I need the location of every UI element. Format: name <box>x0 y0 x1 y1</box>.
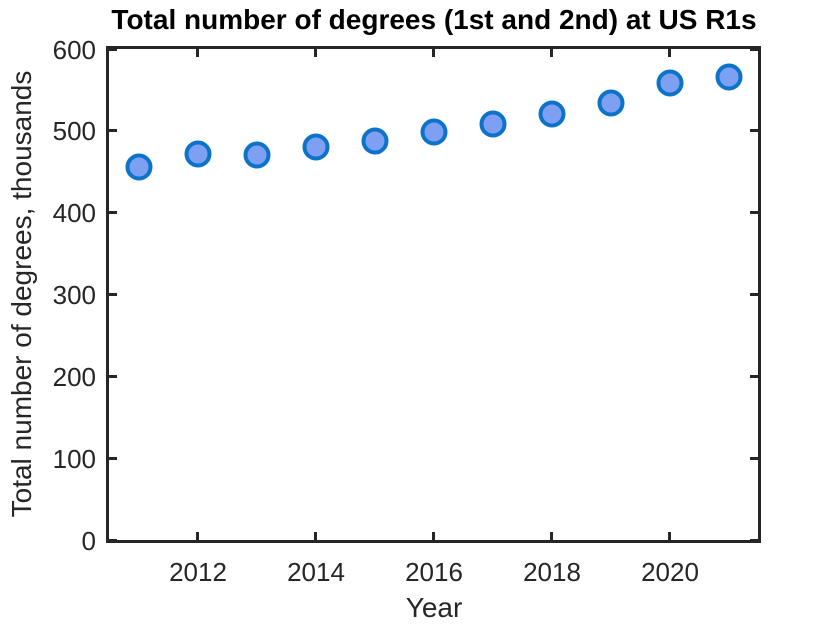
scatter-point <box>597 89 624 117</box>
y-tick-right <box>750 538 758 542</box>
x-tick <box>314 532 317 540</box>
scatter-point <box>715 63 742 91</box>
x-axis-label: Year <box>405 592 463 623</box>
y-tick <box>109 293 117 296</box>
y-tick <box>109 456 117 460</box>
x-tick <box>550 532 553 540</box>
scatter-point <box>184 140 211 168</box>
y-tick-right <box>750 456 758 460</box>
y-tick-right <box>750 129 758 133</box>
x-tick-top <box>196 49 199 57</box>
x-tick-label: 2014 <box>287 557 345 587</box>
scatter-point <box>479 110 506 138</box>
x-tick-top <box>432 49 435 57</box>
y-tick-label: 500 <box>52 116 96 147</box>
x-tick <box>668 532 671 540</box>
scatter-point <box>538 100 565 128</box>
scatter-point <box>656 69 683 97</box>
y-tick <box>109 538 117 542</box>
scatter-point <box>125 153 152 181</box>
y-tick-label: 600 <box>52 34 96 65</box>
y-tick-right <box>750 374 758 378</box>
x-tick-label: 2016 <box>405 557 463 587</box>
y-tick-label: 100 <box>52 443 96 474</box>
x-tick-top <box>668 49 671 57</box>
x-tick-label: 2018 <box>523 557 581 587</box>
x-tick-top <box>314 49 317 57</box>
chart-title: Total number of degrees (1st and 2nd) at… <box>111 4 757 35</box>
y-tick <box>109 211 117 215</box>
scatter-point <box>302 133 329 161</box>
scatter-point <box>243 141 270 169</box>
x-tick-top <box>550 49 553 57</box>
y-tick-right <box>750 47 758 51</box>
scatter-point <box>361 127 388 155</box>
plot-area <box>106 46 761 543</box>
y-tick <box>109 374 117 378</box>
x-tick-label: 2012 <box>169 557 227 587</box>
scatter-point <box>420 118 447 146</box>
y-tick-right <box>750 211 758 215</box>
x-tick-label: 2020 <box>641 557 699 587</box>
y-tick-label: 300 <box>52 280 96 310</box>
x-tick <box>432 532 435 540</box>
y-tick <box>109 47 117 51</box>
y-tick-label: 200 <box>52 361 96 392</box>
y-tick <box>109 129 117 133</box>
y-tick-right <box>750 293 758 296</box>
y-tick-label: 400 <box>52 198 96 229</box>
x-tick <box>196 532 199 540</box>
y-tick-label: 0 <box>81 525 96 556</box>
